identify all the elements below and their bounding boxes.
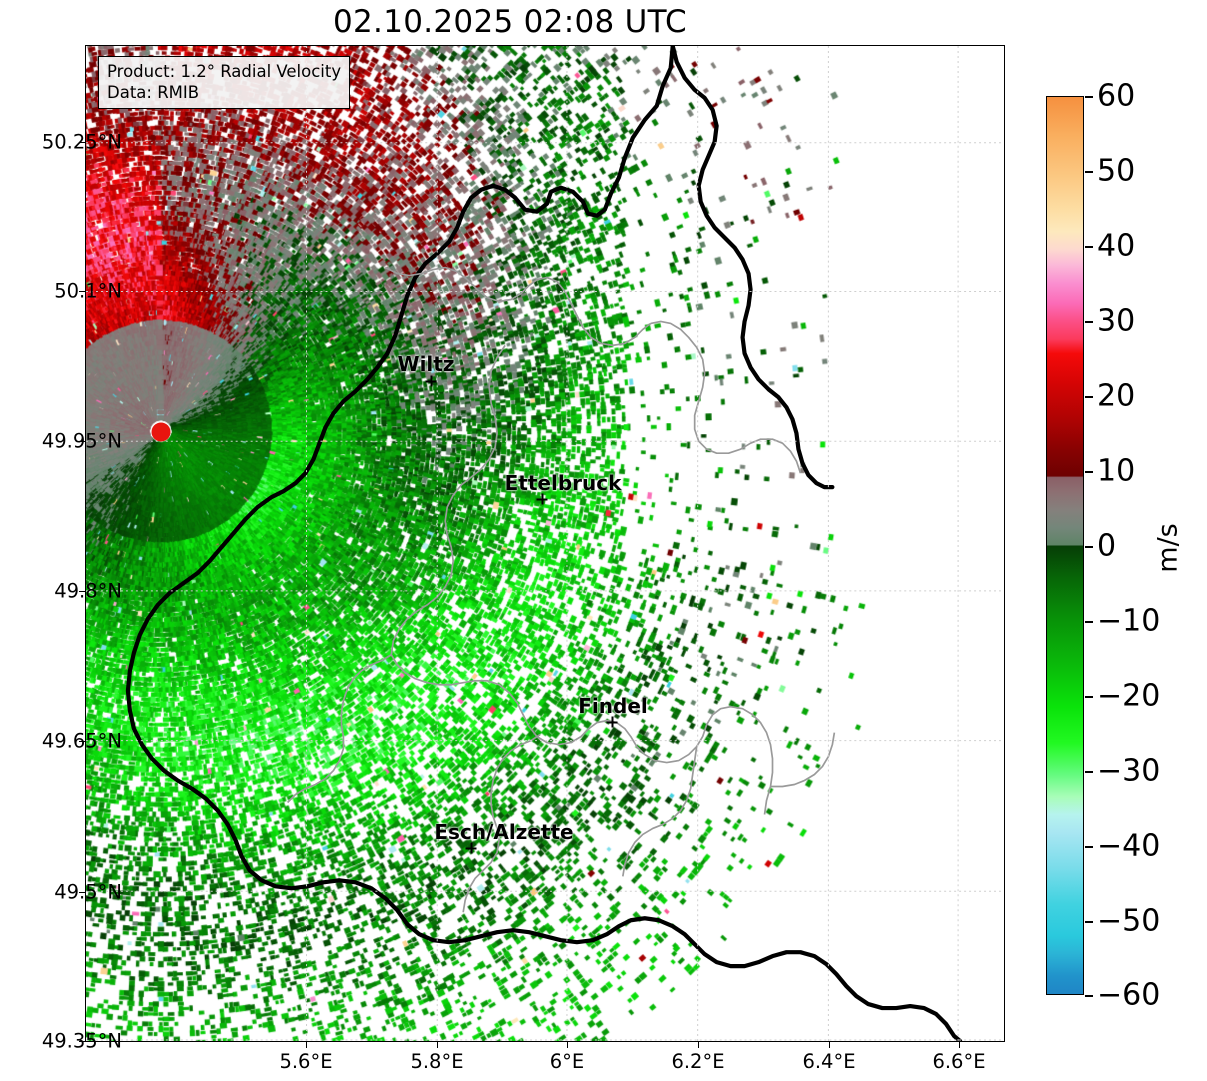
latitude-tick: [79, 591, 85, 593]
longitude-tick-label: 6.6°E: [932, 1050, 986, 1073]
city-label-ettelbruck: Ettelbruck: [504, 471, 622, 495]
latitude-tick-label: 49.95°N: [41, 429, 122, 453]
country-border-luxembourg: [125, 46, 963, 1041]
product-info-box: Product: 1.2° Radial Velocity Data: RMIB: [98, 56, 351, 110]
city-marker-wiltz: [425, 375, 437, 387]
longitude-tick: [698, 1042, 700, 1048]
colorbar-tick: [1085, 696, 1093, 698]
city-label-wiltz: Wiltz: [397, 352, 455, 376]
colorbar-tick: [1085, 171, 1093, 173]
colorbar-tick-label: −10: [1097, 603, 1161, 639]
latitude-tick-label: 50.25°N: [41, 130, 122, 154]
longitude-tick-label: 6.2°E: [671, 1050, 725, 1073]
radar-echo-layer: [86, 46, 1004, 1041]
colorbar-tick-label: 40: [1097, 228, 1136, 264]
longitude-tick-label: 5.6°E: [279, 1050, 333, 1073]
latitude-tick-label: 49.8°N: [54, 579, 122, 603]
colorbar-tick-label: 60: [1097, 78, 1136, 114]
country-border-northeast: [670, 46, 835, 490]
colorbar-tick-label: −40: [1097, 828, 1161, 864]
colorbar-tick: [1085, 995, 1093, 997]
colorbar-tick: [1085, 921, 1093, 923]
latitude-tick: [79, 291, 85, 293]
colorbar-tick-label: −50: [1097, 903, 1161, 939]
radar-site-marker: [151, 422, 171, 442]
colorbar-gradient: [1047, 97, 1083, 994]
colorbar-tick-label: 0: [1097, 528, 1117, 564]
map-gridlines: [86, 46, 1004, 1041]
city-marker-ettelbruck: [536, 493, 548, 505]
longitude-tick: [829, 1042, 831, 1048]
colorbar-tick-label: −60: [1097, 977, 1161, 1013]
colorbar-tick: [1085, 846, 1093, 848]
colorbar-tick: [1085, 771, 1093, 773]
colorbar-tick: [1085, 471, 1093, 473]
longitude-tick-label: 6.4°E: [802, 1050, 856, 1073]
velocity-colorbar[interactable]: [1046, 96, 1084, 995]
colorbar-tick: [1085, 246, 1093, 248]
colorbar-tick: [1085, 321, 1093, 323]
colorbar-tick-label: −20: [1097, 678, 1161, 714]
colorbar-tick-label: −30: [1097, 753, 1161, 789]
colorbar-unit-label: m/s: [1152, 523, 1184, 573]
latitude-tick: [79, 142, 85, 144]
latitude-tick-label: 49.35°N: [41, 1029, 122, 1053]
geographic-boundaries-layer: [125, 46, 963, 1041]
infobox-data-line: Data: RMIB: [107, 83, 200, 103]
page-title: 02.10.2025 02:08 UTC: [333, 4, 687, 40]
colorbar-tick: [1085, 546, 1093, 548]
longitude-tick: [306, 1042, 308, 1048]
latitude-tick: [79, 892, 85, 894]
internal-district-boundaries: [286, 266, 836, 913]
latitude-tick-label: 49.5°N: [54, 880, 122, 904]
latitude-tick: [79, 1041, 85, 1043]
infobox-product-line: Product: 1.2° Radial Velocity: [107, 62, 342, 81]
colorbar-tick-label: 20: [1097, 378, 1136, 414]
colorbar-tick: [1085, 96, 1093, 98]
city-marker-findel: [606, 716, 618, 728]
colorbar-tick-label: 10: [1097, 453, 1136, 489]
city-label-findel: Findel: [578, 694, 648, 718]
colorbar-tick: [1085, 621, 1093, 623]
longitude-tick-label: 6°E: [549, 1050, 585, 1073]
colorbar-tick-label: 30: [1097, 303, 1136, 339]
longitude-tick: [567, 1042, 569, 1048]
latitude-tick: [79, 441, 85, 443]
longitude-tick: [437, 1042, 439, 1048]
latitude-tick-label: 49.65°N: [41, 729, 122, 753]
longitude-tick-label: 5.8°E: [410, 1050, 464, 1073]
latitude-tick-label: 50.1°N: [54, 279, 122, 303]
colorbar-tick-label: 50: [1097, 153, 1136, 189]
city-marker-esch-alzette: [465, 842, 477, 854]
longitude-tick: [959, 1042, 961, 1048]
colorbar-tick: [1085, 396, 1093, 398]
city-label-esch-alzette: Esch/Alzette: [434, 820, 574, 844]
radar-plot-area[interactable]: Product: 1.2° Radial Velocity Data: RMIB…: [85, 45, 1005, 1042]
latitude-tick: [79, 741, 85, 743]
